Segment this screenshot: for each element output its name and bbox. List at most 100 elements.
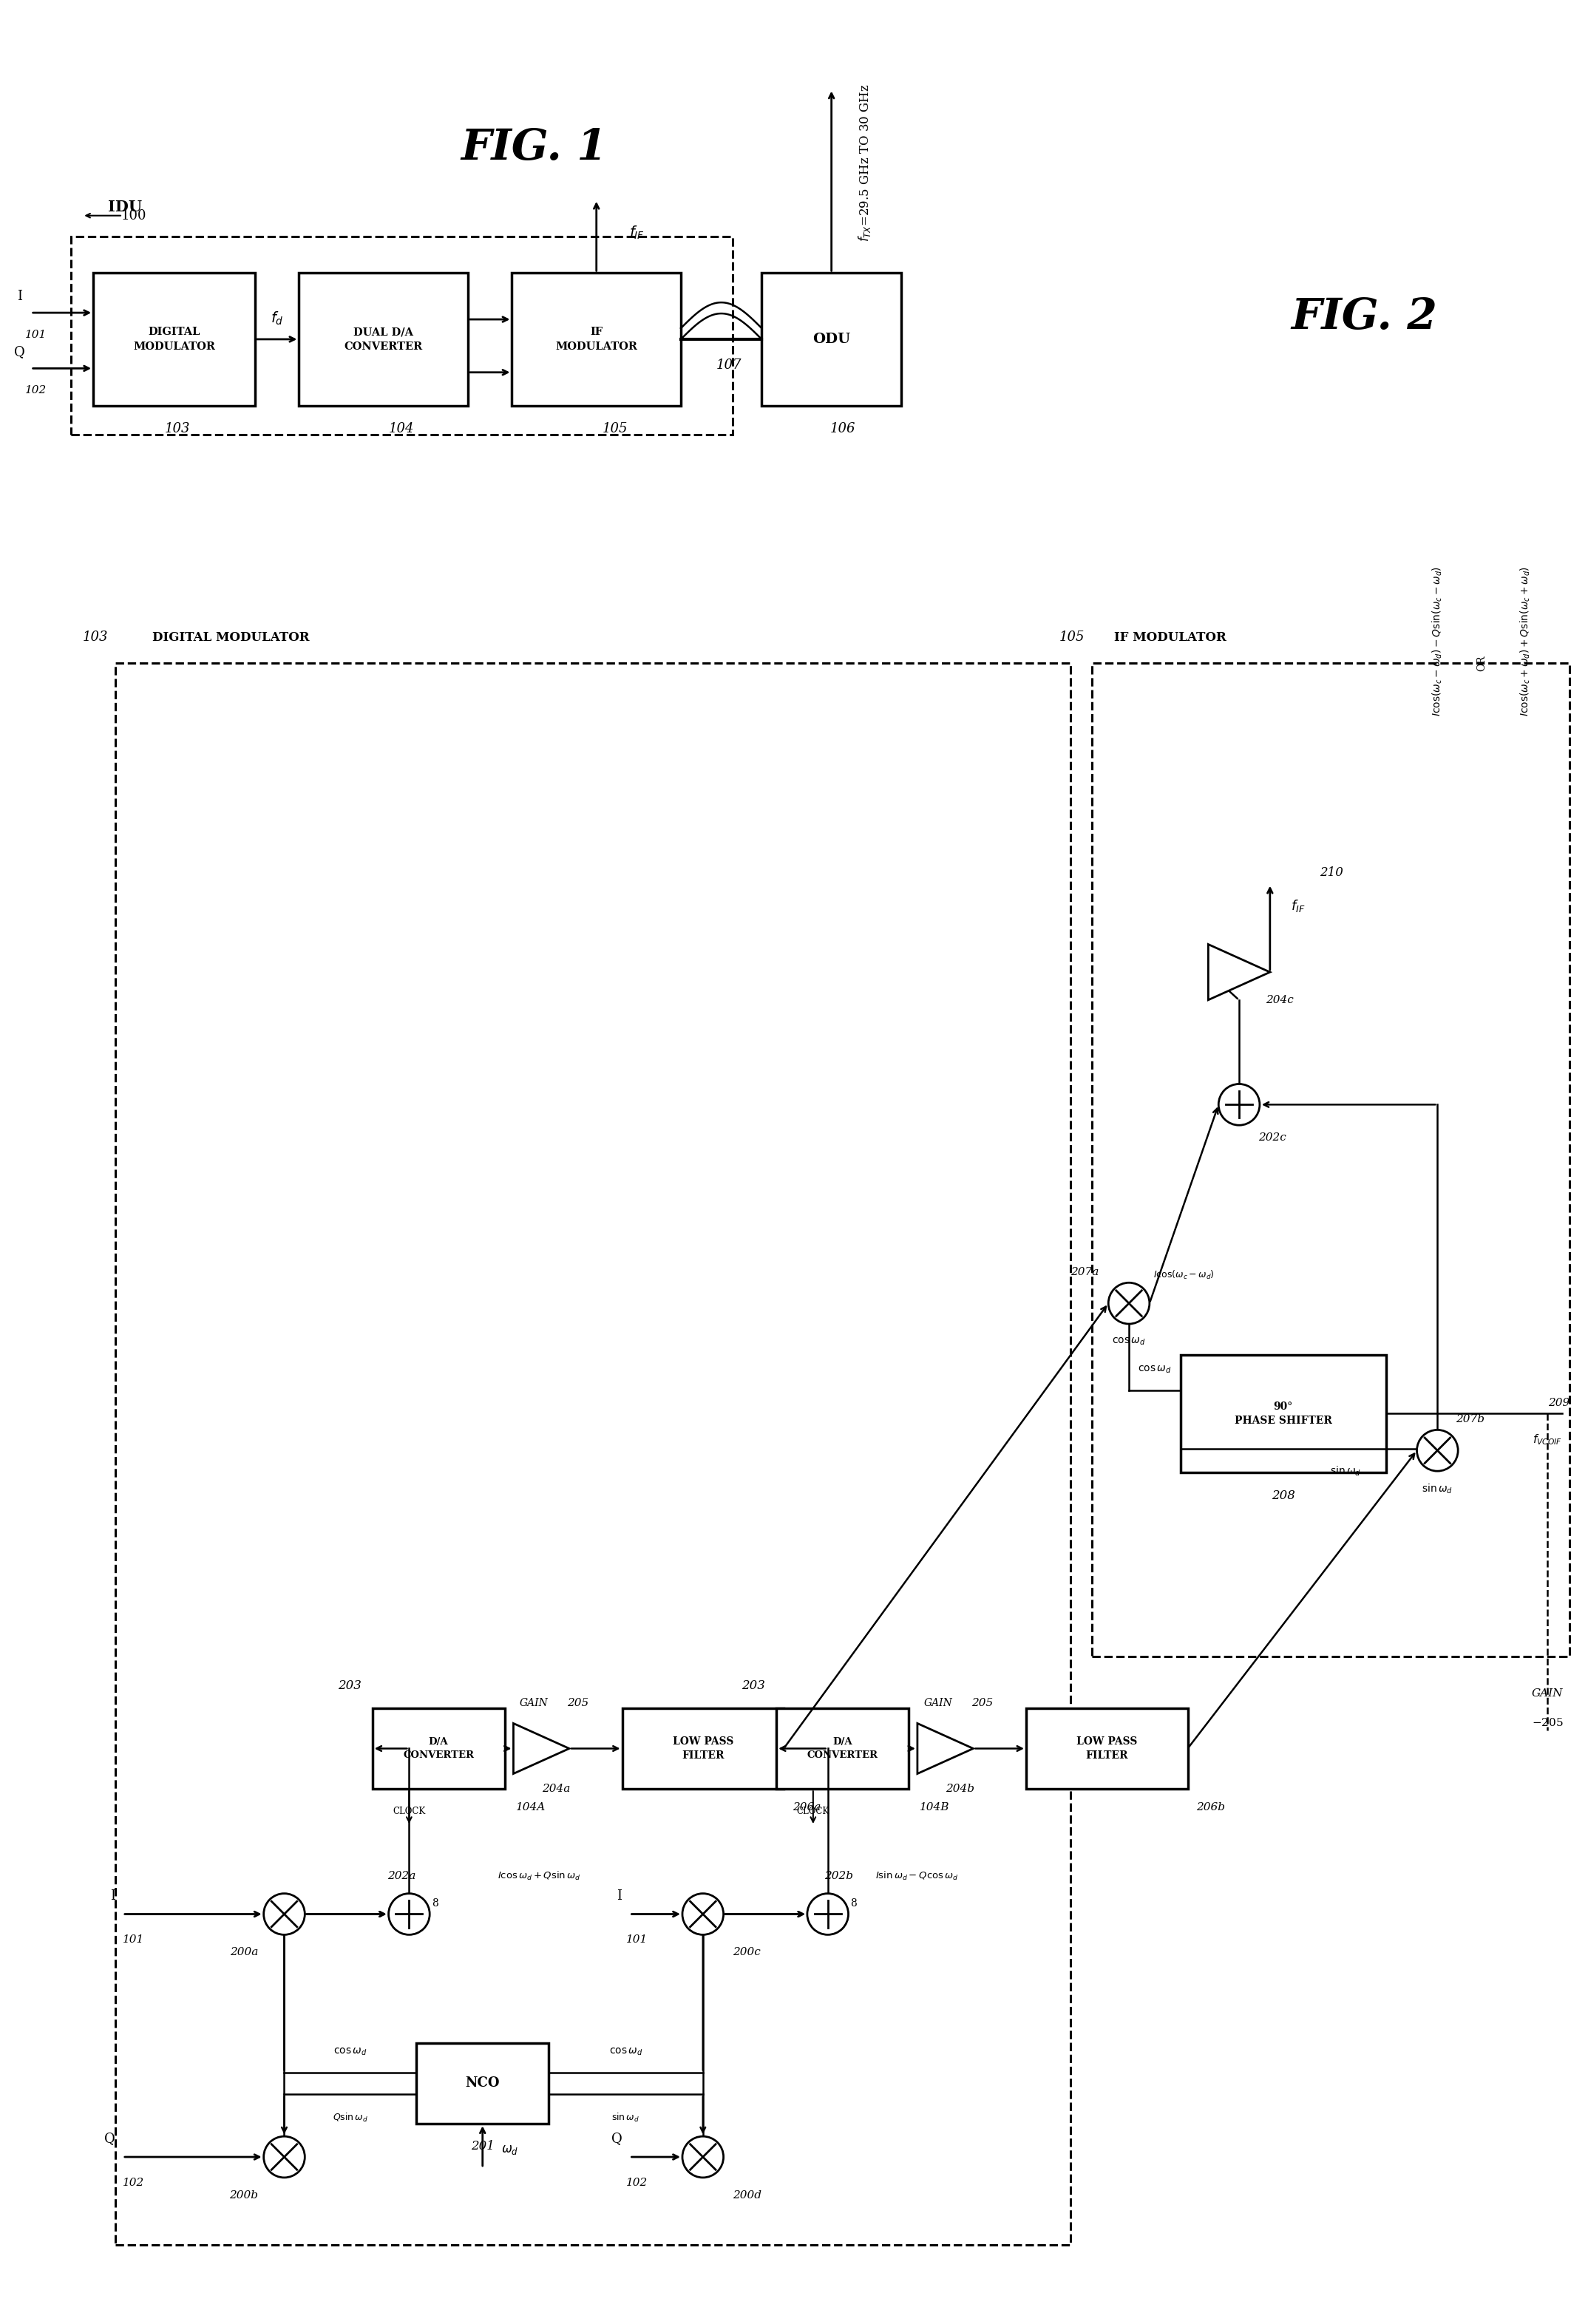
Bar xyxy=(1026,1708,1188,1789)
Text: 210: 210 xyxy=(1320,867,1343,878)
Bar xyxy=(777,1708,908,1789)
Text: 103: 103 xyxy=(83,630,108,644)
Text: Q: Q xyxy=(14,346,25,358)
Text: I: I xyxy=(17,290,22,302)
Text: IF
MODULATOR: IF MODULATOR xyxy=(556,328,637,351)
Text: $-$205: $-$205 xyxy=(1532,1717,1564,1729)
Text: $\cos\omega_d$: $\cos\omega_d$ xyxy=(333,2047,367,2057)
Text: 202a: 202a xyxy=(387,1871,416,1880)
Text: 105: 105 xyxy=(1059,630,1085,644)
Text: D/A
CONVERTER: D/A CONVERTER xyxy=(403,1736,473,1759)
Text: $\sin\omega_d$: $\sin\omega_d$ xyxy=(611,2113,640,2124)
Text: 204a: 204a xyxy=(542,1785,570,1794)
Text: 101: 101 xyxy=(122,1934,145,1945)
Text: 203: 203 xyxy=(338,1680,362,1692)
Bar xyxy=(1093,662,1569,1657)
Bar xyxy=(1180,1355,1386,1473)
Circle shape xyxy=(1416,1429,1458,1471)
Text: DIGITAL
MODULATOR: DIGITAL MODULATOR xyxy=(133,328,214,351)
Text: I: I xyxy=(110,1889,116,1903)
Text: 208: 208 xyxy=(1272,1490,1294,1501)
Text: 201: 201 xyxy=(470,2140,494,2152)
Circle shape xyxy=(1108,1283,1150,1325)
Text: Q: Q xyxy=(611,2131,622,2145)
Text: 205: 205 xyxy=(567,1699,589,1708)
Text: $\cos\omega_d$: $\cos\omega_d$ xyxy=(1112,1336,1145,1348)
Text: $Q\sin\omega_d$: $Q\sin\omega_d$ xyxy=(332,2113,368,2124)
Text: 100: 100 xyxy=(121,209,146,223)
Text: 200d: 200d xyxy=(732,2189,761,2201)
Text: 200a: 200a xyxy=(230,1948,257,1957)
Text: 103: 103 xyxy=(165,423,191,435)
Text: DUAL D/A
CONVERTER: DUAL D/A CONVERTER xyxy=(345,328,422,351)
Text: GAIN: GAIN xyxy=(924,1699,953,1708)
Text: Q: Q xyxy=(105,2131,116,2145)
Text: LOW PASS
FILTER: LOW PASS FILTER xyxy=(1077,1736,1137,1762)
Text: 207a: 207a xyxy=(1070,1267,1099,1278)
Text: 202c: 202c xyxy=(1258,1132,1286,1143)
Bar xyxy=(299,272,468,404)
Text: 101: 101 xyxy=(626,1934,648,1945)
Bar xyxy=(762,272,902,404)
Text: 105: 105 xyxy=(602,423,627,435)
Text: 200c: 200c xyxy=(734,1948,761,1957)
Text: 104: 104 xyxy=(389,423,414,435)
Text: 209: 209 xyxy=(1548,1397,1569,1408)
Circle shape xyxy=(1218,1083,1259,1125)
Text: 8: 8 xyxy=(432,1899,438,1908)
Text: 202b: 202b xyxy=(824,1871,853,1880)
Text: $\cos\omega_d$: $\cos\omega_d$ xyxy=(608,2047,643,2057)
Text: 102: 102 xyxy=(122,2178,145,2187)
Text: 205: 205 xyxy=(972,1699,993,1708)
Text: 107: 107 xyxy=(716,358,742,372)
Text: 102: 102 xyxy=(626,2178,648,2187)
Text: $\cos\omega_d$: $\cos\omega_d$ xyxy=(1139,1364,1172,1376)
Text: IF MODULATOR: IF MODULATOR xyxy=(1115,632,1226,644)
Text: 8: 8 xyxy=(850,1899,858,1908)
Circle shape xyxy=(389,1894,430,1934)
Polygon shape xyxy=(918,1724,973,1773)
Text: 200b: 200b xyxy=(229,2189,259,2201)
Text: ODU: ODU xyxy=(813,332,850,346)
Bar xyxy=(71,237,732,435)
Circle shape xyxy=(807,1894,848,1934)
Circle shape xyxy=(683,2136,724,2178)
Text: I: I xyxy=(618,1889,622,1903)
Polygon shape xyxy=(513,1724,569,1773)
Text: 204b: 204b xyxy=(945,1785,975,1794)
Circle shape xyxy=(264,1894,305,1934)
Bar xyxy=(511,272,681,404)
Bar xyxy=(416,2043,549,2124)
Text: $f_{VCOIF}$: $f_{VCOIF}$ xyxy=(1532,1432,1563,1446)
Text: FIG. 1: FIG. 1 xyxy=(461,128,607,170)
Text: 203: 203 xyxy=(742,1680,765,1692)
Text: 90°
PHASE SHIFTER: 90° PHASE SHIFTER xyxy=(1234,1401,1332,1427)
Text: 104A: 104A xyxy=(516,1801,545,1813)
Text: $I\cos(\omega_c-\omega_d)$: $I\cos(\omega_c-\omega_d)$ xyxy=(1153,1269,1215,1281)
Text: CLOCK: CLOCK xyxy=(797,1806,829,1815)
Bar xyxy=(116,662,1070,2245)
Text: CLOCK: CLOCK xyxy=(392,1806,426,1815)
Text: $I\cos\omega_d+Q\sin\omega_d$: $I\cos\omega_d+Q\sin\omega_d$ xyxy=(497,1871,581,1882)
Text: D/A
CONVERTER: D/A CONVERTER xyxy=(807,1736,878,1759)
Text: LOW PASS
FILTER: LOW PASS FILTER xyxy=(672,1736,734,1762)
Text: 206b: 206b xyxy=(1196,1801,1226,1813)
Polygon shape xyxy=(1208,944,1270,999)
Text: $I\cos(\omega_c+\omega_d)+Q\sin(\omega_c+\omega_d)$: $I\cos(\omega_c+\omega_d)+Q\sin(\omega_c… xyxy=(1520,567,1532,716)
Text: 206a: 206a xyxy=(792,1801,821,1813)
Text: OR: OR xyxy=(1477,655,1486,672)
Text: FIG. 2: FIG. 2 xyxy=(1291,295,1437,337)
Text: $f_{IF}$: $f_{IF}$ xyxy=(1291,897,1305,913)
Text: 207b: 207b xyxy=(1456,1415,1485,1425)
Text: $I\sin\omega_d-Q\cos\omega_d$: $I\sin\omega_d-Q\cos\omega_d$ xyxy=(875,1871,959,1882)
Circle shape xyxy=(264,2136,305,2178)
Text: $\sin\omega_d$: $\sin\omega_d$ xyxy=(1421,1483,1453,1494)
Text: $f_{TX}$=29.5 GHz TO 30 GHz: $f_{TX}$=29.5 GHz TO 30 GHz xyxy=(858,84,873,242)
Text: 102: 102 xyxy=(25,386,46,395)
Text: GAIN: GAIN xyxy=(519,1699,548,1708)
Bar xyxy=(622,1708,784,1789)
Text: $\omega_d$: $\omega_d$ xyxy=(500,2143,518,2157)
Text: 104B: 104B xyxy=(919,1801,950,1813)
Text: IDU: IDU xyxy=(108,200,141,214)
Bar xyxy=(373,1708,505,1789)
